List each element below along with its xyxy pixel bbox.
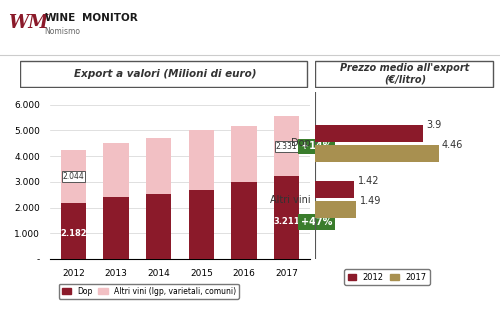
Text: +47%: +47% <box>300 217 332 227</box>
Bar <box>60 150 86 203</box>
Bar <box>146 138 172 194</box>
Bar <box>315 145 438 162</box>
Bar <box>188 190 214 259</box>
Bar <box>315 181 354 198</box>
Text: 1.42: 1.42 <box>358 176 379 186</box>
Text: 2.182: 2.182 <box>60 229 87 238</box>
Text: Nomismo: Nomismo <box>44 27 80 36</box>
Bar <box>231 182 256 259</box>
Text: 2.044: 2.044 <box>62 172 84 181</box>
Text: Export a valori (Milioni di euro): Export a valori (Milioni di euro) <box>74 69 256 79</box>
Text: 1.49: 1.49 <box>360 196 381 206</box>
Bar <box>104 143 129 197</box>
Bar <box>60 203 86 259</box>
Bar <box>274 116 299 176</box>
Text: 2.331: 2.331 <box>276 142 297 151</box>
Bar <box>146 194 172 259</box>
Text: 3.211: 3.211 <box>273 217 300 226</box>
Bar <box>231 126 256 182</box>
Text: Prezzo medio all'export
(€/litro): Prezzo medio all'export (€/litro) <box>340 63 469 84</box>
FancyBboxPatch shape <box>20 61 307 87</box>
Text: Altri vini: Altri vini <box>270 195 311 205</box>
Legend: Dop, Altri vini (Igp, varietali, comuni): Dop, Altri vini (Igp, varietali, comuni) <box>58 284 239 299</box>
Bar <box>315 125 423 142</box>
Bar <box>104 197 129 259</box>
Text: WINE: WINE <box>44 13 76 23</box>
Text: WM: WM <box>8 14 48 32</box>
Bar <box>315 201 356 218</box>
Text: MONITOR: MONITOR <box>82 13 138 23</box>
Text: Dop: Dop <box>291 138 311 148</box>
Text: +14%: +14% <box>300 141 332 151</box>
Bar <box>188 130 214 190</box>
Text: 3.9: 3.9 <box>426 120 442 130</box>
Bar <box>274 176 299 259</box>
FancyBboxPatch shape <box>315 61 493 87</box>
Text: 4.46: 4.46 <box>442 140 463 149</box>
Legend: 2012, 2017: 2012, 2017 <box>344 270 430 285</box>
